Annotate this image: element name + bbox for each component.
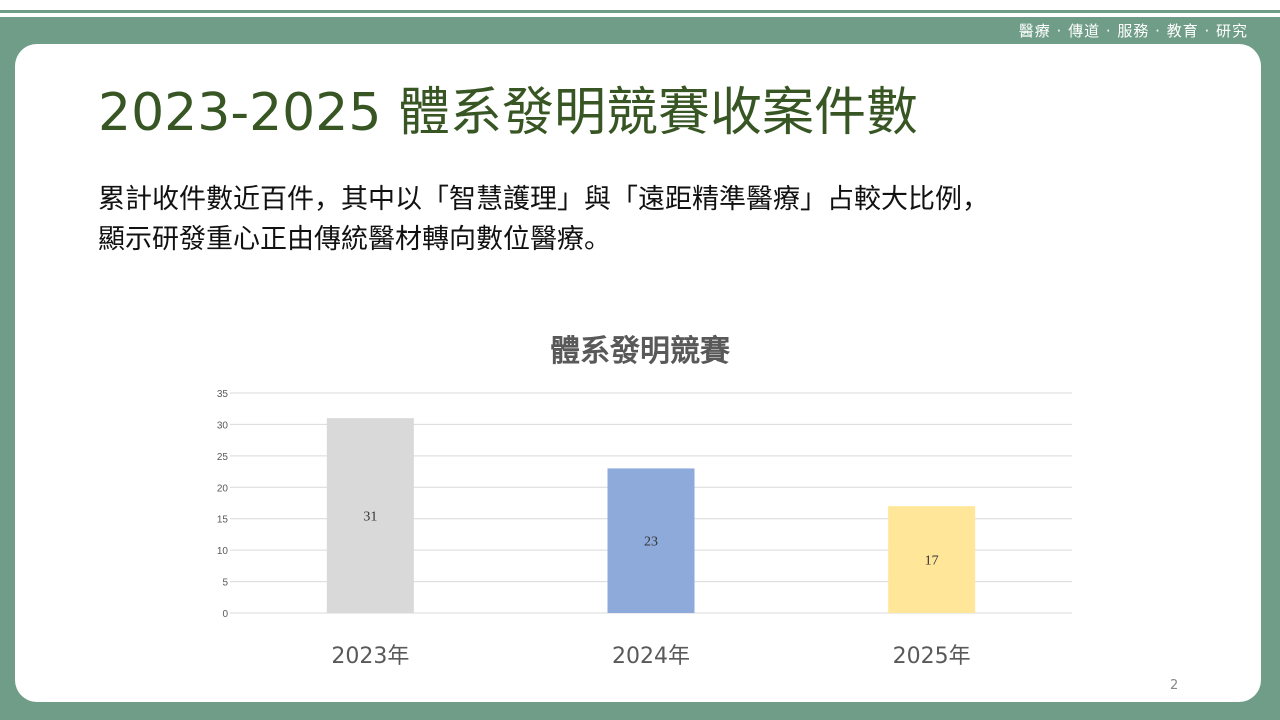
x-tick-label: 2023年 <box>331 644 409 669</box>
data-label: 23 <box>644 535 658 550</box>
page-number: 2 <box>1170 678 1179 693</box>
y-tick-label: 15 <box>217 515 229 526</box>
y-tick-label: 20 <box>217 483 229 494</box>
x-tick-label: 2024年 <box>612 644 690 669</box>
y-tick-label: 5 <box>222 578 228 589</box>
bar <box>607 468 695 613</box>
header-tagline: 醫療 · 傳道 · 服務 · 教育 · 研究 <box>1018 22 1248 40</box>
y-tick-label: 0 <box>222 609 228 620</box>
y-tick-label: 10 <box>217 546 229 557</box>
y-tick-label: 25 <box>217 452 229 463</box>
data-label: 31 <box>363 510 377 525</box>
bar <box>326 418 414 613</box>
slide-title: 2023-2025 體系發明競賽收案件數 <box>98 83 918 143</box>
y-tick-label: 35 <box>217 389 229 400</box>
body-line: 顯示研發重心正由傳統醫材轉向數位醫療。 <box>98 224 611 255</box>
y-tick-label: 30 <box>217 420 229 431</box>
slide-body: 累計收件數近百件，其中以「智慧護理」與「遠距精準醫療」占較大比例， 顯示研發重心… <box>98 180 989 260</box>
bar <box>888 506 976 613</box>
body-line: 累計收件數近百件，其中以「智慧護理」與「遠距精準醫療」占較大比例， <box>98 184 989 215</box>
chart-title: 體系發明競賽 <box>550 334 730 369</box>
top-rule <box>0 10 1280 13</box>
data-label: 17 <box>925 554 939 569</box>
x-tick-label: 2025年 <box>893 644 971 669</box>
